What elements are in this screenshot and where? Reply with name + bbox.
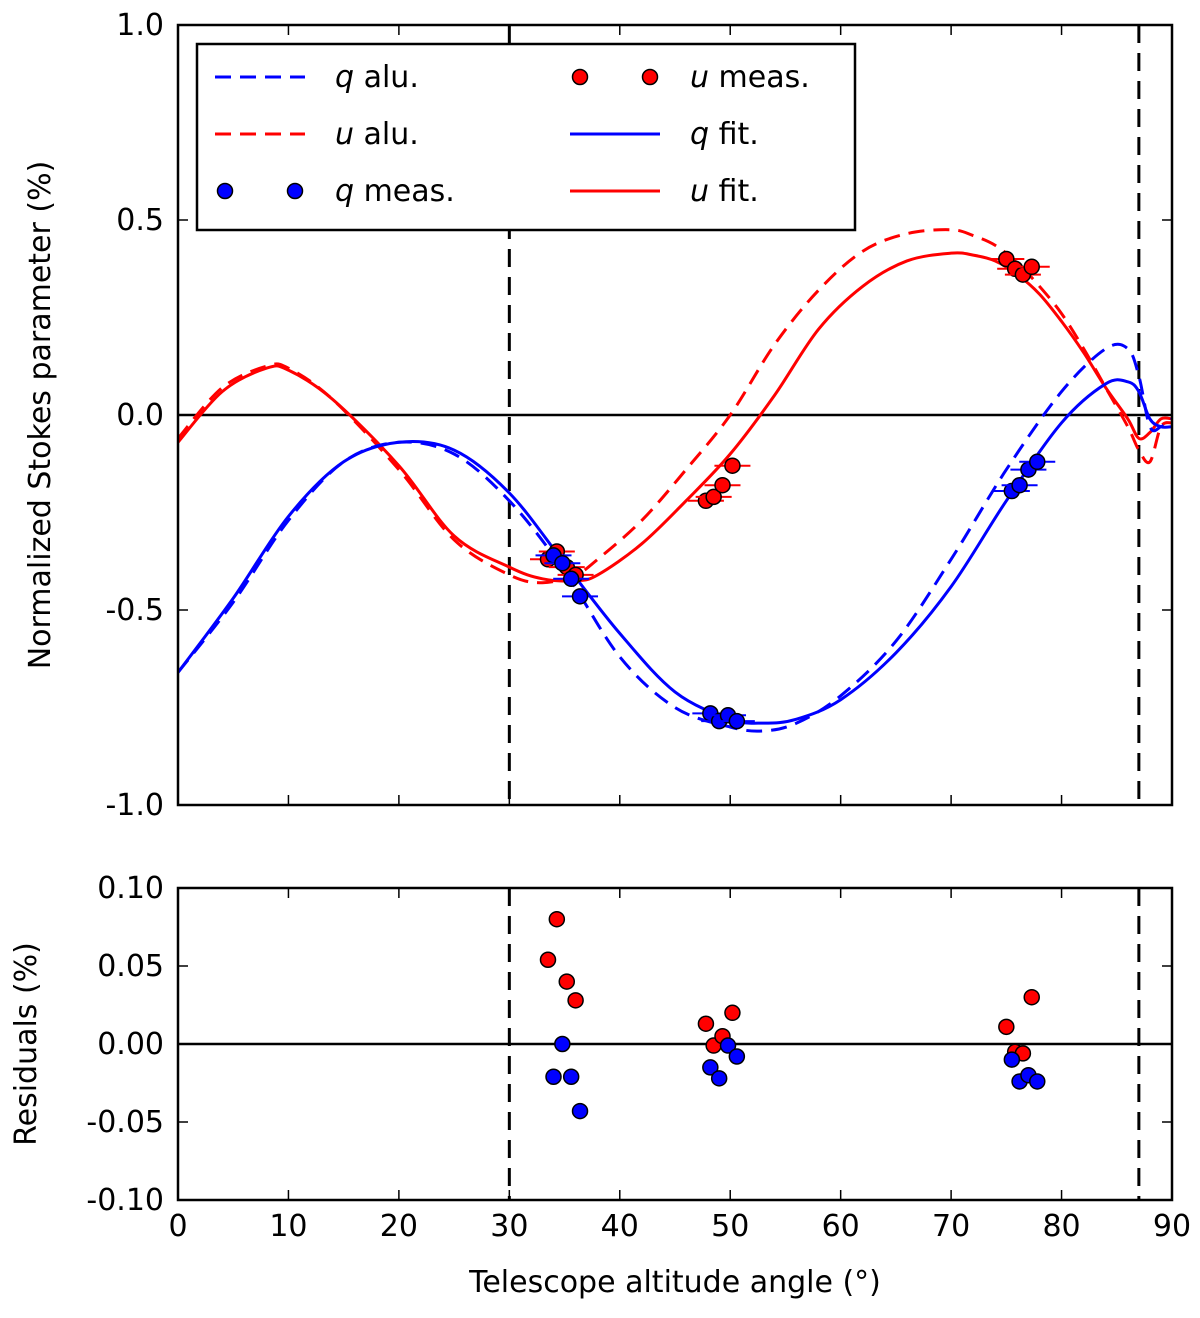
legend: q alu. u alu. q meas. u meas. q fit. u fit. [195,42,857,232]
data-point [705,488,722,506]
data-point [1029,453,1046,471]
legend-entry: q fit. [570,117,759,152]
y-tick-label: 0.0 [116,398,164,433]
data-point [728,712,746,730]
series-u-residuals [539,910,1040,1062]
data-point [697,1015,715,1032]
legend-entry: q alu. [215,60,419,95]
x-tick-label: 90 [1153,1209,1191,1244]
data-point [702,1059,719,1076]
x-tick-label: 20 [380,1209,418,1244]
data-point [554,554,571,572]
y-axis-title: Residuals (%) [9,942,44,1146]
legend-entry: u meas. [571,60,810,95]
x-tick-label: 30 [490,1209,528,1244]
series-line-q-fit- [178,378,1172,725]
data-point [571,588,589,605]
y-tick-label: -0.05 [86,1105,164,1140]
data-point [1003,1051,1021,1068]
x-tick-label: 0 [168,1209,187,1244]
y-tick-label: -0.5 [105,593,164,628]
y-tick-label: 0.00 [97,1027,164,1062]
bottom-plot-residuals: 0 10 20 30 40 50 60 70 80 90 -0.10 -0.05 0.00 0.05 0.1… [9,871,1191,1300]
legend-entry: u alu. [215,117,419,152]
data-point [567,992,584,1009]
legend-label: u meas. [690,60,810,95]
y-tick-label: 0.10 [97,871,164,906]
series-line-q-alu- [178,342,1172,733]
y-tick-label: -0.10 [86,1183,164,1218]
data-point [562,570,580,588]
data-point [728,1048,746,1065]
data-point [548,910,566,928]
data-point [724,457,741,474]
legend-label: q fit. [690,117,759,152]
series-line-u-fit- [178,251,1172,583]
legend-box [195,42,857,232]
data-point [998,1018,1015,1036]
x-axis-title: Telescope altitude angle (°) [468,1265,881,1300]
x-tick-label: 70 [932,1209,970,1244]
data-point [545,1068,562,1086]
data-point [1023,988,1040,1006]
legend-entry: q meas. [216,174,455,209]
legend-label: q meas. [335,174,455,209]
legend-label: q alu. [335,60,419,95]
y-axis-title: Normalized Stokes parameter (%) [23,161,58,670]
x-tick-label: 40 [601,1209,639,1244]
legend-marker [641,68,659,86]
data-point [1029,1073,1046,1090]
x-tick-label: 80 [1042,1209,1080,1244]
data-point [714,476,731,494]
legend-entry: u fit. [570,174,759,209]
data-point [719,1037,737,1054]
plot-area-top [178,25,1172,805]
top-plot-stokes: -1.0 -0.5 0.0 0.5 1.0 Normalized Stokes param… [23,8,1174,823]
plot-area-bottom [178,888,1172,1200]
legend-marker [571,68,589,86]
data-point [554,1035,571,1053]
legend-marker [216,182,234,200]
data-point [710,1070,728,1087]
legend-marker [286,182,304,200]
y-tick-label: -1.0 [105,788,164,823]
y-tick-label: 0.5 [116,203,164,238]
series-u-meas- [529,250,1050,584]
series-q-meas- [535,453,1056,730]
x-tick-label: 50 [711,1209,749,1244]
series-line-u-alu- [178,228,1172,585]
data-point [724,1004,741,1022]
legend-label: u fit. [690,174,759,209]
x-tick-label: 10 [269,1209,307,1244]
data-point [558,973,576,990]
x-tick-label: 60 [822,1209,860,1244]
y-tick-label: 0.05 [97,949,164,984]
data-point [1023,258,1040,276]
data-point [562,1068,580,1086]
data-point [571,1102,589,1120]
data-point [1011,476,1028,494]
series-q-residuals [545,1035,1046,1120]
legend-label: u alu. [335,117,419,152]
y-tick-label: 1.0 [116,8,164,43]
data-point [539,951,557,969]
